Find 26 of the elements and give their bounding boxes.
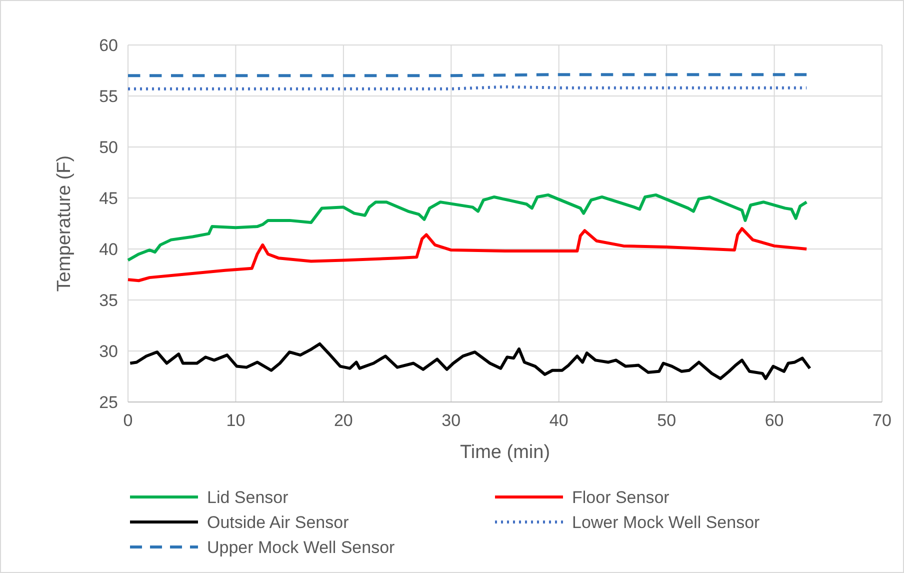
legend-label: Floor Sensor [572,488,670,507]
y-tick-label: 60 [99,36,118,55]
x-axis-title: Time (min) [460,442,550,463]
y-tick-label: 25 [99,393,118,412]
legend-label: Lower Mock Well Sensor [572,513,760,532]
legend-label: Lid Sensor [207,488,289,507]
x-tick-label: 30 [442,411,461,430]
y-tick-label: 55 [99,87,118,106]
line-series [126,227,808,282]
y-tick-label: 30 [99,342,118,361]
y-tick-label: 45 [99,189,118,208]
x-tick-label: 50 [657,411,676,430]
line-series [128,342,812,380]
x-tick-label: 20 [334,411,353,430]
legend-label: Upper Mock Well Sensor [207,538,396,557]
y-tick-label: 40 [99,240,118,259]
legend-label: Outside Air Sensor [207,513,350,532]
y-tick-label: 35 [99,291,118,310]
x-tick-label: 60 [764,411,784,430]
x-tick-label: 70 [872,411,892,430]
y-axis-title: Temperature (F) [54,155,75,292]
line-series [126,193,808,262]
y-tick-label: 50 [99,138,118,157]
x-tick-label: 10 [226,411,246,430]
x-tick-label: 40 [549,411,568,430]
x-tick-label: 0 [123,411,133,430]
